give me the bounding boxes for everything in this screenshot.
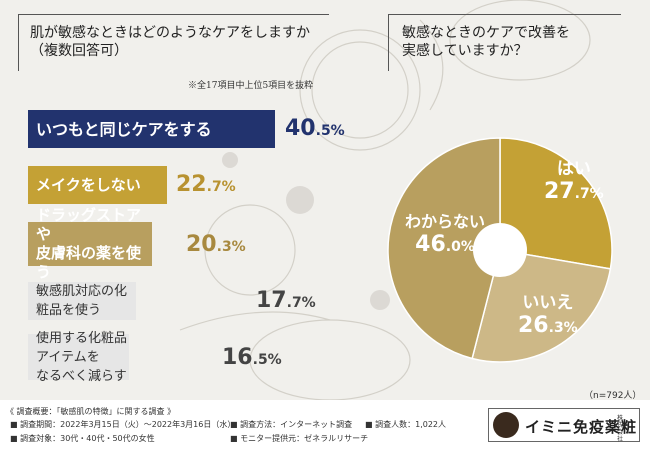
sample-size: （n=792人） [584, 391, 642, 401]
left-question-frame [18, 14, 329, 71]
bar-value: 22.7% [176, 172, 236, 197]
bar-label: 敏感肌対応の化粧品を使う [36, 284, 128, 318]
bar-value: 17.7% [256, 288, 316, 313]
company-logo: イミニ免疫薬粧 株式会社 [488, 408, 640, 443]
bar-item: いつもと同じケアをする [28, 110, 275, 148]
logo-sub: 株式会社 [617, 415, 624, 443]
footer-provider: ■ モニター提供元：ゼネラルリサーチ [230, 434, 369, 443]
pie-slice-unknown [387, 137, 501, 360]
pie-center-hole [473, 223, 527, 277]
bar-value: 40.5% [285, 116, 345, 141]
footer-count: ■ 調査人数：1,022人 [365, 420, 447, 429]
background-photo [179, 0, 591, 400]
left-question: 肌が敏感なときはどのようなケアをしますか （複数回答可） [30, 25, 310, 59]
pie-label-no: いいえ 26.3% [518, 293, 578, 338]
pie-label-unknown: わからない 46.0% [405, 212, 486, 257]
footer-period: ■ 調査期間：2022年3月15日（火）～2022年3月16日（水） [10, 420, 236, 429]
right-question-frame [388, 14, 621, 71]
footer-target: ■ 調査対象：30代・40代・50代の女性 [10, 434, 155, 443]
bar-label: ドラッグストアや 皮膚科の薬を使う [36, 206, 142, 281]
bar-item: メイクをしない [28, 166, 167, 204]
footer-title: 《 調査概要：「敏感肌の特徴」に関する調査 》 [6, 407, 176, 416]
bar-item: 敏感肌対応の化粧品を使う [28, 282, 136, 320]
bar-label: 使用する化粧品アイテムを なるべく減らす [36, 330, 128, 384]
left-note: ※全17項目中上位5項目を抜粋 [188, 81, 314, 91]
bar-value: 16.5% [222, 345, 282, 370]
right-question: 敏感なときのケアで改善を 実感していますか？ [402, 25, 570, 59]
logo-name: イミニ免疫薬粧 [525, 418, 638, 436]
pie-chart [387, 137, 613, 363]
footer-method: ■ 調査方法：インターネット調査 [230, 420, 353, 429]
pie-label-yes: はい 27.7% [544, 159, 604, 204]
bar-item: 使用する化粧品アイテムを なるべく減らす [28, 331, 129, 384]
pie-slice-yes [499, 137, 613, 270]
bar-item: ドラッグストアや 皮膚科の薬を使う [28, 206, 152, 281]
bar-label: いつもと同じケアをする [36, 119, 212, 139]
bar-value: 20.3% [186, 232, 246, 257]
logo-mark-icon [493, 412, 519, 438]
pie-slice-no [471, 249, 612, 363]
bar-label: メイクをしない [36, 175, 141, 194]
